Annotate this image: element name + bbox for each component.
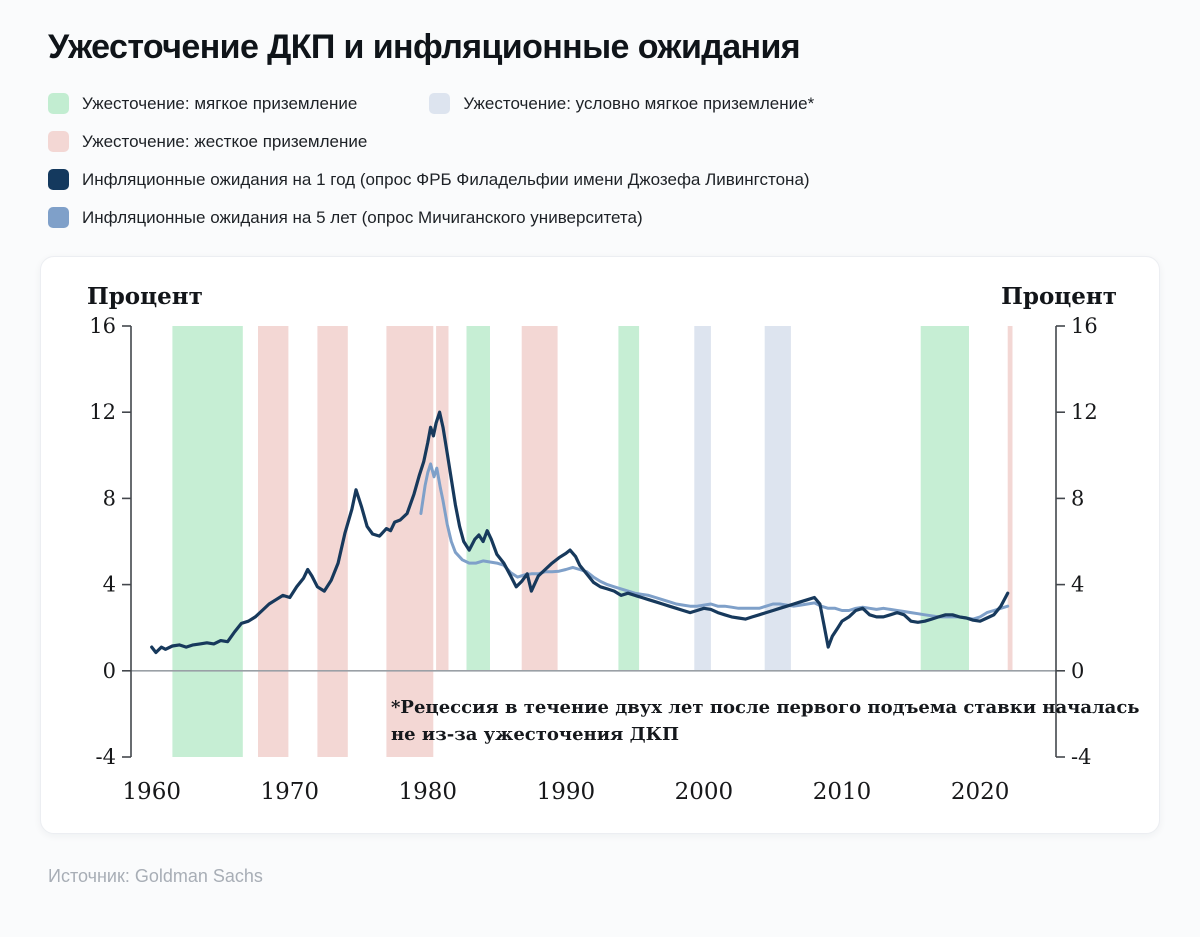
page-header: Ужесточение ДКП и инфляционные ожидания … [0, 0, 1200, 228]
x-tick-label: 1970 [261, 779, 320, 805]
y-tick-label-right: 8 [1071, 486, 1084, 510]
x-tick-label: 2020 [951, 779, 1010, 805]
legend-item-5y-expectations: Инфляционные ожидания на 5 лет (опрос Ми… [48, 207, 643, 228]
band-soft [172, 326, 243, 757]
conditional-soft-landing-swatch-icon [429, 93, 451, 114]
y-tick-label-left: -4 [96, 745, 116, 769]
y-tick-label-right: 12 [1071, 400, 1098, 424]
chart-legend: Ужесточение: мягкое приземление Ужесточе… [48, 93, 1152, 228]
band-cond [764, 326, 791, 671]
legend-item-soft-landing: Ужесточение: мягкое приземление [48, 93, 357, 114]
legend-label: Ужесточение: жесткое приземление [82, 131, 368, 151]
y-tick-label-right: 16 [1071, 314, 1098, 338]
y-tick-label-left: 16 [89, 314, 116, 338]
band-hard [521, 326, 558, 671]
series-line-1 [419, 462, 1010, 621]
band-hard [1007, 326, 1013, 671]
x-tick-label: 2000 [675, 779, 734, 805]
expectations-5y-swatch-icon [48, 207, 69, 228]
y-tick-label-left: 4 [103, 573, 116, 597]
y-tick-label-right: 0 [1071, 659, 1084, 683]
axis-titles-row: Процент Процент [41, 257, 1159, 314]
legend-label: Ужесточение: мягкое приземление [82, 93, 358, 113]
legend-row-1: Ужесточение: мягкое приземление Ужесточе… [48, 93, 1152, 114]
legend-item-1y-expectations: Инфляционные ожидания на 1 год (опрос ФР… [48, 169, 810, 190]
band-hard [258, 326, 289, 757]
y-tick-label-left: 8 [103, 486, 116, 510]
y-tick-label-left: 12 [89, 400, 116, 424]
x-tick-label: 2010 [813, 779, 872, 805]
source-caption: Источник: Goldman Sachs [48, 866, 263, 886]
band-hard [386, 326, 434, 757]
series-line-2 [150, 410, 1010, 655]
page-title: Ужесточение ДКП и инфляционные ожидания [48, 28, 801, 66]
legend-row-3: Инфляционные ожидания на 1 год (опрос ФР… [48, 169, 1152, 190]
x-tick-label: 1960 [122, 779, 181, 805]
y-tick-label-right: -4 [1071, 745, 1091, 769]
band-soft [466, 326, 490, 671]
chart-area: 16 16 12 12 8 8 4 4 0 0 -4 -4 1960 1970 1980 1990 2000 20… [41, 314, 1159, 833]
legend-label: Ужесточение: условно мягкое приземление* [463, 93, 815, 113]
legend-row-4: Инфляционные ожидания на 5 лет (опрос Ми… [48, 207, 1152, 228]
legend-item-conditional-soft-landing: Ужесточение: условно мягкое приземление* [429, 93, 814, 114]
y-axis-title-right: Процент [1001, 283, 1117, 310]
legend-label: Инфляционные ожидания на 1 год (опрос ФР… [82, 169, 810, 189]
band-soft [920, 326, 969, 671]
soft-landing-swatch-icon [48, 93, 69, 114]
x-tick-label: 1990 [537, 779, 596, 805]
x-tick-label: 1980 [399, 779, 458, 805]
legend-row-2: Ужесточение: жесткое приземление [48, 131, 1152, 152]
hard-landing-swatch-icon [48, 131, 69, 152]
expectations-1y-swatch-icon [48, 169, 69, 190]
y-axis-title-left: Процент [87, 283, 203, 310]
band-soft [618, 326, 640, 671]
legend-item-hard-landing: Ужесточение: жесткое приземление [48, 131, 367, 152]
y-tick-label-left: 0 [103, 659, 116, 683]
band-cond [694, 326, 711, 671]
chart-card: Процент Процент 16 16 12 12 8 8 4 4 0 0 -4 -4 1960 19… [40, 256, 1160, 834]
y-tick-label-right: 4 [1071, 573, 1084, 597]
legend-label: Инфляционные ожидания на 5 лет (опрос Ми… [82, 207, 643, 227]
